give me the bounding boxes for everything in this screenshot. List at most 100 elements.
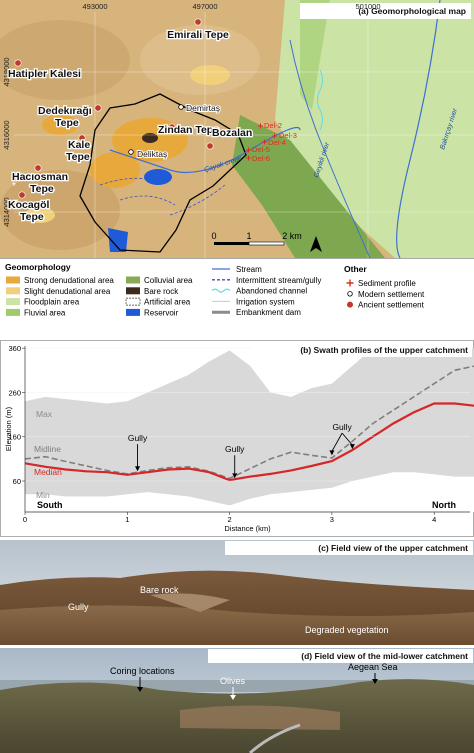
north-arrow	[310, 236, 322, 252]
place-label: Kocagöl	[8, 199, 50, 211]
legend-line	[211, 288, 231, 293]
title-box	[208, 649, 473, 663]
legend-label: Colluvial area	[144, 276, 193, 285]
village	[180, 705, 340, 730]
legend-label: Bare rock	[144, 287, 179, 296]
scale-segment	[214, 242, 249, 245]
legend-swatch	[126, 276, 140, 284]
title-box	[300, 3, 471, 19]
map-panel: (a) Geomorphological map 493000 497000 5…	[0, 0, 474, 259]
annotation-arrowhead	[135, 466, 141, 472]
band-area	[25, 472, 474, 512]
annotation-arrow	[331, 432, 343, 452]
annotation: Gully	[332, 422, 352, 432]
northing: 4316000	[2, 120, 11, 149]
map-title: (a) Geomorphological map	[358, 6, 466, 16]
legend-label: Artificial area	[144, 298, 191, 307]
x-tick-label: 4	[432, 515, 436, 524]
legend-label: Ancient settlement	[358, 301, 425, 310]
legend-label: Modern settlement	[358, 290, 425, 299]
legend-symbol	[347, 291, 353, 297]
slight-denudational-area	[190, 65, 230, 85]
ancient-settlement	[18, 191, 26, 199]
chart-title: (b) Swath profiles of the upper catchmen…	[300, 345, 468, 355]
legend-label: Slight denudational area	[24, 287, 111, 296]
profile-markers	[246, 123, 277, 161]
y-tick-label: 360	[8, 344, 21, 353]
place-label: Tepe	[20, 211, 44, 223]
arrow-head	[137, 687, 143, 692]
legend-swatch	[6, 276, 20, 284]
photo-label: Aegean Sea	[348, 662, 398, 672]
place-label: Kale	[68, 139, 90, 151]
photo-title: (c) Field view of the upper catchment	[318, 543, 468, 553]
photo-label: Coring locations	[110, 666, 175, 676]
ground	[0, 605, 474, 645]
x-axis-label: Distance (km)	[224, 524, 271, 533]
place-label: Hatipler Kalesi	[8, 68, 81, 80]
strong-denudational-area	[90, 152, 140, 188]
ancient-settlements	[14, 18, 214, 199]
scale-label: 0	[211, 231, 216, 241]
legend-label: Irrigation system	[236, 297, 295, 306]
stream	[109, 126, 301, 174]
legend-label: Fluvial area	[24, 308, 66, 317]
sediment-profile	[262, 139, 267, 145]
sediment-profile	[258, 123, 263, 129]
photo-label: Bare rock	[140, 585, 179, 595]
photo-label: Gully	[68, 602, 89, 612]
end-label: South	[37, 500, 63, 510]
legend-title: Geomorphology	[5, 262, 71, 272]
place-label: Dedekırağı	[38, 105, 92, 117]
legend-label: Reservoir	[144, 308, 179, 317]
y-tick-label: 160	[8, 433, 21, 442]
y-tick-label: 260	[8, 388, 21, 397]
bare-rock	[142, 133, 158, 143]
sediment-profile	[246, 155, 251, 161]
northing: 4318000	[2, 57, 11, 86]
profile-label: Del-5	[252, 145, 270, 154]
ancient-settlement	[14, 59, 22, 67]
road	[248, 723, 301, 753]
settlement-label: Deliktaş	[137, 149, 167, 159]
annotation-arrowhead	[329, 450, 335, 456]
legend: Geomorphology Other Strong denudational …	[5, 262, 425, 317]
reservoir	[144, 169, 172, 185]
legend-label: Stream	[236, 265, 262, 274]
profile-label: Del-6	[252, 154, 270, 163]
hillshade	[140, 25, 260, 95]
sediment-profile	[246, 147, 251, 153]
reservoir	[108, 228, 128, 252]
place-label: Tepe	[55, 117, 79, 129]
modern-settlement	[128, 149, 134, 155]
annotation: Gully	[128, 433, 148, 443]
easting: 493000	[82, 2, 107, 11]
end-label: North	[432, 500, 456, 510]
scale-bar: 0 1 2 km	[211, 231, 302, 246]
series-label: Min	[36, 490, 50, 500]
profile-line	[24, 365, 474, 480]
band-area	[25, 348, 474, 512]
place-label: Bozalan	[212, 127, 252, 139]
legend-label: Embankment dam	[236, 308, 301, 317]
place-label: Tepe	[66, 151, 90, 163]
legend-swatch	[126, 287, 140, 295]
intermittent-stream	[99, 177, 226, 216]
floodplain-area	[275, 0, 474, 258]
strong-denudational-area	[42, 115, 78, 135]
legend-label: Floodplain area	[24, 298, 80, 307]
modern-settlement	[178, 104, 184, 110]
title-box	[252, 343, 472, 357]
stream	[396, 0, 441, 259]
ancient-settlement	[206, 142, 214, 150]
photo-upper: (c) Field view of the upper catchment Ba…	[0, 540, 474, 645]
profile-label: Del-4	[268, 138, 286, 147]
legend-label: Abandoned channel	[236, 287, 307, 296]
y-tick-label: 60	[13, 477, 21, 486]
ancient-settlement	[168, 123, 176, 131]
legend-swatch	[125, 297, 141, 306]
annotation-arrow	[341, 432, 353, 446]
grid	[14, 12, 474, 258]
ancient-settlement	[194, 18, 202, 26]
